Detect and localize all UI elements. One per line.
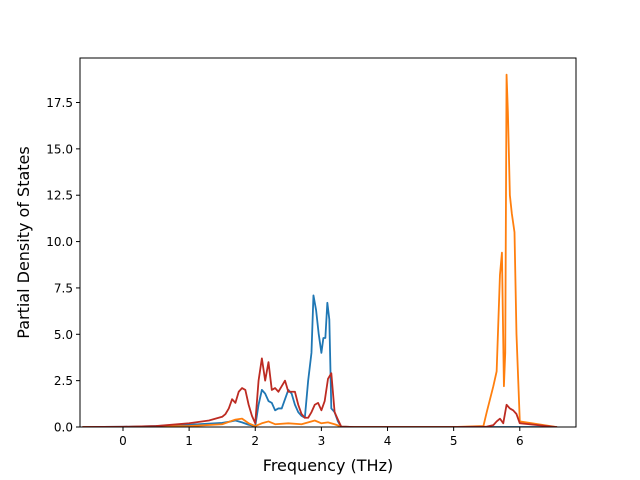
x-tick-label: 6 bbox=[516, 434, 524, 448]
axes-frame bbox=[79, 57, 577, 428]
x-tick-label: 0 bbox=[119, 434, 127, 448]
plot-area bbox=[82, 73, 558, 427]
y-tick-label: 7.5 bbox=[54, 281, 73, 295]
y-tick-label: 12.5 bbox=[46, 189, 73, 203]
series-group bbox=[82, 73, 558, 427]
y-tick-label: 10.0 bbox=[46, 235, 73, 249]
x-tick-label: 2 bbox=[251, 434, 259, 448]
series-line-1 bbox=[82, 294, 558, 427]
x-tick-label: 4 bbox=[384, 434, 392, 448]
y-tick-label: 15.0 bbox=[46, 142, 73, 156]
series-line-2 bbox=[82, 73, 558, 427]
y-tick-label: 0.0 bbox=[54, 421, 73, 435]
x-tick-label: 5 bbox=[450, 434, 458, 448]
y-tick-label: 5.0 bbox=[54, 328, 73, 342]
x-tick-label: 1 bbox=[185, 434, 193, 448]
x-axis-label: Frequency (THz) bbox=[263, 456, 393, 475]
axes: 0 1 2 3 4 5 6 0.0 2.5 5.0 7.5 10.0 12.5 15.0 17.5 bbox=[46, 57, 577, 448]
y-tick-label: 17.5 bbox=[46, 96, 73, 110]
x-tick-label: 3 bbox=[318, 434, 326, 448]
y-axis-label: Partial Density of States bbox=[14, 146, 33, 338]
y-tick-label: 2.5 bbox=[54, 374, 73, 388]
series-line-3 bbox=[82, 357, 558, 427]
